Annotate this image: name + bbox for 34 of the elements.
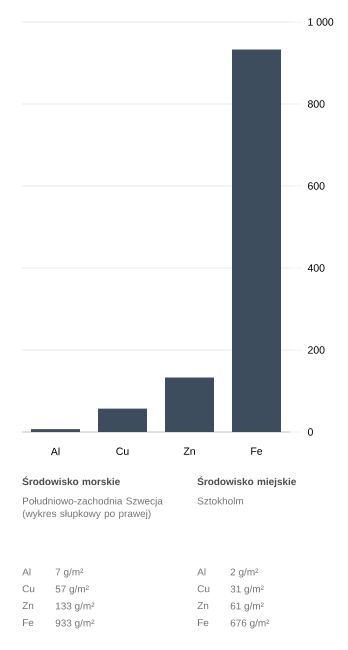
text: Sztokholm [198,497,244,505]
bar [165,377,214,432]
text: Południowo-zachodnia Szwecja (wykres słupkowy po prawej) [22,497,163,520]
text: 61 g/m² [230,602,264,612]
text: 7 g/m² [56,568,84,578]
text: 2 g/m² [230,568,258,578]
text: 933 g/m² [56,619,94,628]
bar [232,49,281,432]
bar [98,408,147,432]
text: Fe [198,619,208,626]
text: Środowisko miejskie [197,476,296,488]
x-tick-label: Fe [251,448,262,455]
text: Al [22,568,30,576]
text: Zn [198,602,208,610]
y-tick-label: 400 [308,264,325,272]
x-tick-label: Cu [116,448,128,455]
text: Cu [198,585,210,592]
bar [31,429,80,432]
x-tick-label: Al [50,448,60,456]
y-tick-label: 600 [308,182,325,190]
text: Cu [22,585,34,592]
text: Środowisko morskie [22,476,120,486]
text: Al [197,568,206,576]
y-tick-label: 1 000 [308,18,334,26]
text: Zn [22,602,34,610]
text: 57 g/m² [56,585,89,594]
x-tick-label: Zn [184,448,195,455]
y-tick-label: 800 [308,100,325,108]
text: 31 g/m² [230,585,264,594]
text: 133 g/m² [56,602,94,612]
y-tick-label: 0 [308,428,313,436]
y-tick-label: 200 [308,346,325,354]
text: Fe [23,619,34,626]
text: 676 g/m² [230,619,270,628]
